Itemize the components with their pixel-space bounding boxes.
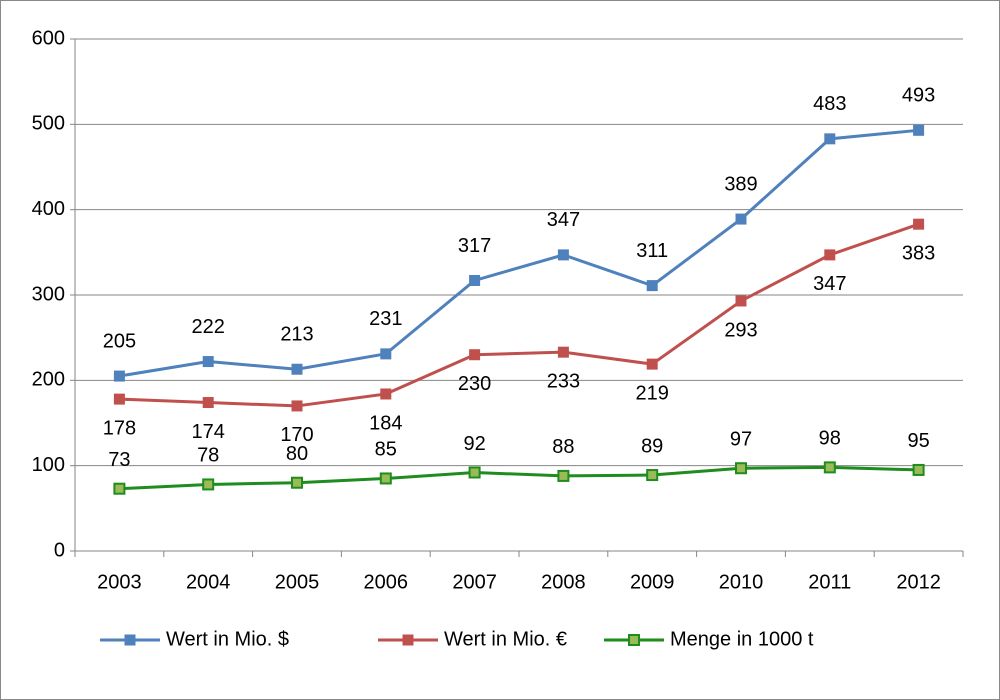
y-tick-label: 400 xyxy=(32,198,65,220)
data-label: 383 xyxy=(902,242,935,264)
data-point xyxy=(380,348,392,360)
x-tick-label: 2011 xyxy=(808,571,851,593)
legend-label: Wert in Mio. € xyxy=(444,628,567,650)
data-point xyxy=(735,462,747,475)
legend-label: Menge in 1000 t xyxy=(670,628,814,650)
data-label: 174 xyxy=(192,421,225,443)
data-point xyxy=(735,295,747,307)
legend-marker xyxy=(124,634,136,646)
data-point xyxy=(735,213,747,225)
data-point xyxy=(113,393,125,405)
x-tick-label: 2004 xyxy=(186,571,231,593)
data-label: 347 xyxy=(547,209,580,231)
data-label: 293 xyxy=(724,319,757,341)
data-label: 493 xyxy=(902,85,935,107)
data-point xyxy=(557,249,569,261)
data-point xyxy=(113,482,126,495)
data-label: 92 xyxy=(463,433,485,455)
data-label: 88 xyxy=(552,436,574,458)
data-point xyxy=(913,124,925,136)
y-tick-label: 600 xyxy=(32,27,65,49)
data-point xyxy=(379,472,392,485)
x-tick-label: 2012 xyxy=(896,571,941,593)
y-tick-label: 100 xyxy=(32,454,65,476)
data-label: 222 xyxy=(192,316,225,338)
data-point xyxy=(824,133,836,145)
y-tick-label: 500 xyxy=(32,113,65,135)
legend-marker xyxy=(628,634,640,646)
data-point xyxy=(202,478,215,491)
x-tick-label: 2006 xyxy=(364,571,409,593)
data-point xyxy=(912,463,925,476)
y-tick-label: 200 xyxy=(32,369,65,391)
data-point xyxy=(291,363,303,375)
data-point xyxy=(557,346,569,358)
data-label: 219 xyxy=(636,382,669,404)
x-tick-label: 2009 xyxy=(630,571,675,593)
data-label: 311 xyxy=(636,240,668,262)
data-label: 89 xyxy=(641,435,663,457)
data-label: 78 xyxy=(197,445,219,467)
data-label: 231 xyxy=(369,308,402,330)
data-point xyxy=(823,461,836,474)
data-label: 213 xyxy=(280,324,313,346)
data-point xyxy=(380,388,392,400)
y-tick-label: 300 xyxy=(32,283,65,305)
data-point xyxy=(913,218,925,230)
data-point xyxy=(113,370,125,382)
data-label: 347 xyxy=(813,273,846,295)
data-point xyxy=(824,249,836,261)
data-label: 97 xyxy=(730,429,752,451)
data-point xyxy=(291,400,303,412)
data-point xyxy=(646,280,658,292)
data-label: 98 xyxy=(819,428,841,450)
legend-marker xyxy=(402,634,414,646)
series-line xyxy=(119,222,920,408)
x-tick-label: 2008 xyxy=(541,571,586,593)
data-point xyxy=(557,469,570,482)
data-point xyxy=(469,274,481,286)
data-label: 170 xyxy=(280,424,313,446)
data-label: 85 xyxy=(375,439,397,461)
data-label: 178 xyxy=(103,417,136,439)
data-label: 389 xyxy=(724,173,757,195)
data-label: 95 xyxy=(907,430,929,452)
data-label: 80 xyxy=(286,443,308,465)
data-label: 205 xyxy=(103,330,136,352)
x-tick-label: 2003 xyxy=(97,571,142,593)
y-tick-label: 0 xyxy=(54,539,65,561)
series-line xyxy=(119,128,919,378)
data-point xyxy=(469,349,481,361)
data-point xyxy=(646,358,658,370)
data-point xyxy=(202,356,214,368)
data-label: 184 xyxy=(369,412,402,434)
data-label: 317 xyxy=(458,235,491,257)
x-tick-label: 2010 xyxy=(719,571,764,593)
data-label: 483 xyxy=(813,93,846,115)
legend-label: Wert in Mio. $ xyxy=(166,628,289,650)
data-label: 230 xyxy=(458,373,491,395)
series-line xyxy=(119,465,919,491)
x-tick-label: 2005 xyxy=(275,571,320,593)
data-point xyxy=(291,476,303,489)
data-label: 73 xyxy=(108,449,130,471)
data-point xyxy=(202,397,214,409)
data-point xyxy=(646,469,659,482)
data-label: 233 xyxy=(547,370,580,392)
x-tick-label: 2007 xyxy=(452,571,497,593)
data-point xyxy=(468,466,481,479)
